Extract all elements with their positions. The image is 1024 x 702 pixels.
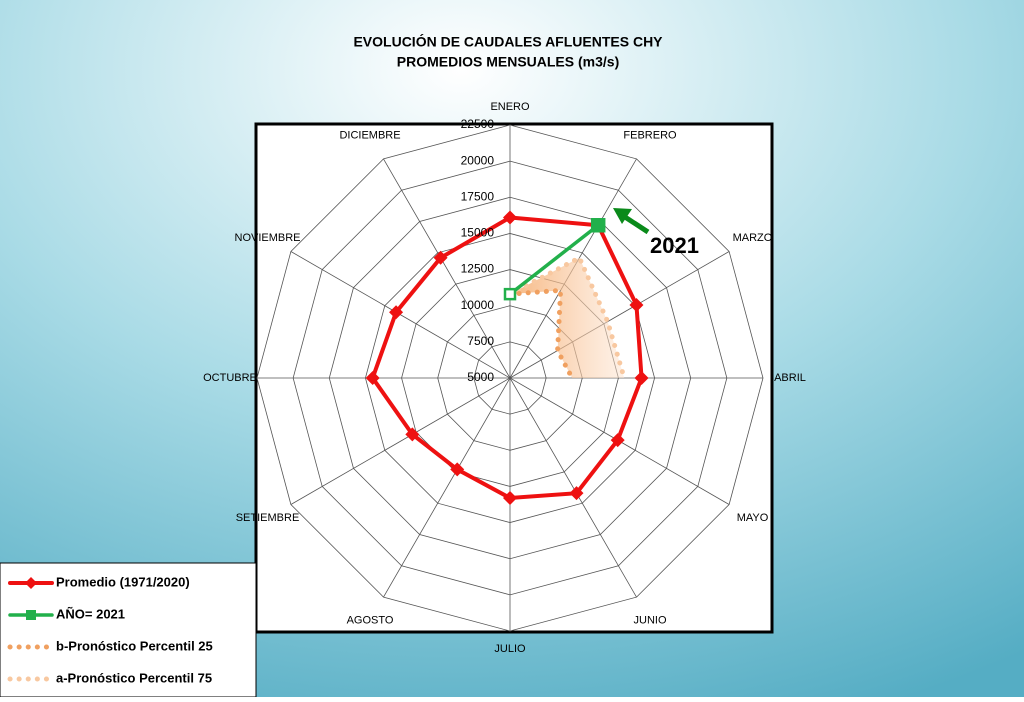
legend-label: b-Pronóstico Percentil 25 — [56, 638, 213, 653]
marker — [503, 210, 517, 225]
spoke — [290, 377, 511, 505]
category-label: SETIEMBRE — [236, 512, 300, 524]
category-label: FEBRERO — [623, 129, 677, 141]
chart-subtitle: PROMEDIOS MENSUALES (m3/s) — [397, 54, 619, 70]
chart-title: EVOLUCIÓN DE CAUDALES AFLUENTES CHY — [353, 33, 663, 50]
marker — [503, 287, 517, 301]
marker — [629, 297, 644, 312]
y-tick-label: 5000 — [467, 370, 494, 384]
marker — [590, 218, 606, 233]
category-label: OCTUBRE — [203, 372, 257, 384]
category-label: ENERO — [490, 101, 530, 113]
annotation-arrowhead — [613, 208, 632, 224]
annotation: 2021 — [650, 233, 699, 258]
spoke — [383, 158, 511, 379]
y-tick-label: 12500 — [461, 262, 495, 276]
legend-label: a-Pronóstico Percentil 75 — [56, 670, 212, 685]
spoke — [509, 377, 637, 598]
marker — [433, 250, 448, 265]
marker — [389, 305, 404, 320]
spoke — [509, 251, 730, 379]
legend-label: Promedio (1971/2020) — [56, 574, 190, 589]
marker — [450, 462, 465, 477]
marker — [365, 371, 380, 385]
marker — [634, 371, 649, 385]
annotation-arrow — [623, 214, 650, 235]
category-label: JULIO — [494, 643, 526, 655]
y-tick-label: 10000 — [461, 298, 495, 312]
category-label: JUNIO — [634, 614, 667, 626]
series-line — [507, 287, 575, 381]
marker — [610, 433, 625, 448]
y-tick-label: 15000 — [461, 226, 495, 240]
legend-marker — [25, 577, 37, 589]
marker — [405, 427, 420, 442]
category-label: MAYO — [737, 512, 769, 524]
category-label: AGOSTO — [347, 614, 394, 626]
series-line — [508, 223, 600, 296]
category-label: DICIEMBRE — [339, 129, 400, 141]
percentile-band — [510, 257, 625, 378]
category-label: MARZO — [733, 232, 773, 244]
spoke — [383, 377, 511, 598]
y-tick-label: 7500 — [467, 334, 494, 348]
y-tick-label: 22500 — [461, 117, 495, 131]
y-tick-label: 20000 — [461, 153, 495, 167]
y-tick-label: 17500 — [461, 189, 495, 203]
legend-label: AÑO= 2021 — [56, 606, 125, 621]
marker — [569, 486, 584, 501]
marker — [503, 490, 517, 505]
legend-marker — [26, 610, 36, 620]
category-label: NOVIEMBRE — [235, 232, 301, 244]
category-label: ABRIL — [774, 372, 806, 384]
